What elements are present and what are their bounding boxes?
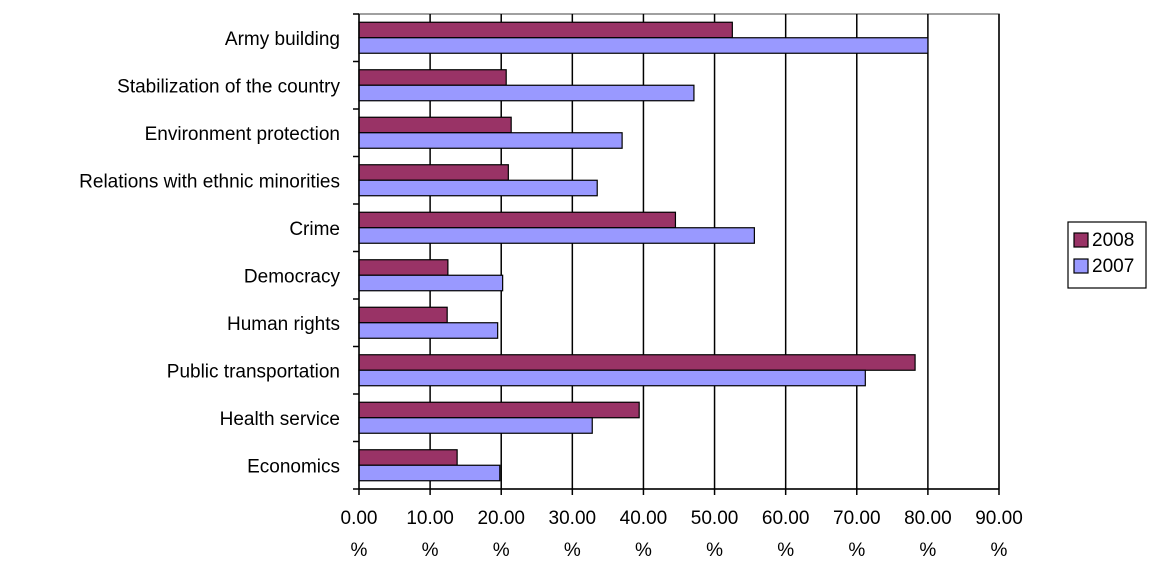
category-label: Army building xyxy=(225,29,340,50)
bar-2007 xyxy=(358,132,623,149)
bar-2007 xyxy=(358,84,695,102)
x-tick-unit: % xyxy=(919,540,936,561)
x-tick-label: 10.00 xyxy=(406,508,454,529)
x-tick-label: 20.00 xyxy=(477,508,525,529)
bar-2007 xyxy=(358,322,499,339)
legend-label: 2008 xyxy=(1092,230,1134,251)
x-tick-labels: 0.00% 10.00% 20.00% 30.00% 40.00% 50.00% 60.00… xyxy=(341,508,1023,561)
category-label: Stabilization of the country xyxy=(117,76,340,97)
axes xyxy=(353,13,1000,495)
x-tick-label: 30.00 xyxy=(549,508,597,529)
category-label: Public transportation xyxy=(167,361,340,382)
bar-2008 xyxy=(358,69,507,86)
x-tick-unit: % xyxy=(635,540,652,561)
x-tick-unit: % xyxy=(706,540,723,561)
bar-2008 xyxy=(358,354,916,371)
category-label: Democracy xyxy=(244,266,341,287)
x-tick-unit: % xyxy=(422,540,439,561)
bar-2008 xyxy=(358,306,448,324)
bar-2007 xyxy=(358,179,598,197)
legend-label: 2007 xyxy=(1092,256,1134,277)
bars xyxy=(358,21,929,482)
x-tick-unit: % xyxy=(493,540,510,561)
category-label: Relations with ethnic minorities xyxy=(79,171,340,192)
bar-2008 xyxy=(358,259,449,276)
bar-2008 xyxy=(358,449,458,466)
category-labels: Army building Stabilization of the countr… xyxy=(79,29,340,478)
legend-swatch-2008 xyxy=(1073,232,1089,248)
bar-2007 xyxy=(358,37,929,54)
x-tick-label: 60.00 xyxy=(762,508,810,529)
bar-2007 xyxy=(358,227,755,244)
x-tick-unit: % xyxy=(351,540,368,561)
bar-2008 xyxy=(358,401,640,419)
bar-2007 xyxy=(358,369,866,387)
x-tick-label: 0.00 xyxy=(341,508,378,529)
bar-2008 xyxy=(358,211,677,229)
legend-swatch-2007 xyxy=(1073,258,1089,274)
x-tick-label: 80.00 xyxy=(904,508,952,529)
legend: 2008 2007 xyxy=(1067,221,1147,289)
x-tick-unit: % xyxy=(848,540,865,561)
category-label: Health service xyxy=(220,409,340,430)
bar-2008 xyxy=(358,21,733,39)
x-tick-label: 70.00 xyxy=(833,508,881,529)
x-tick-label: 40.00 xyxy=(620,508,668,529)
bar-2008 xyxy=(358,116,512,134)
x-tick-unit: % xyxy=(564,540,581,561)
x-tick-unit: % xyxy=(991,540,1008,561)
category-label: Economics xyxy=(247,456,340,477)
x-tick-label: 90.00 xyxy=(975,508,1023,529)
category-label: Human rights xyxy=(227,314,340,335)
x-tick-unit: % xyxy=(777,540,794,561)
x-tick-label: 50.00 xyxy=(691,508,739,529)
category-label: Environment protection xyxy=(145,124,340,145)
bar-2007 xyxy=(358,417,593,434)
bar-2007 xyxy=(358,464,501,482)
bar-2008 xyxy=(358,164,509,181)
category-label: Crime xyxy=(289,219,340,240)
bar-2007 xyxy=(358,274,504,292)
